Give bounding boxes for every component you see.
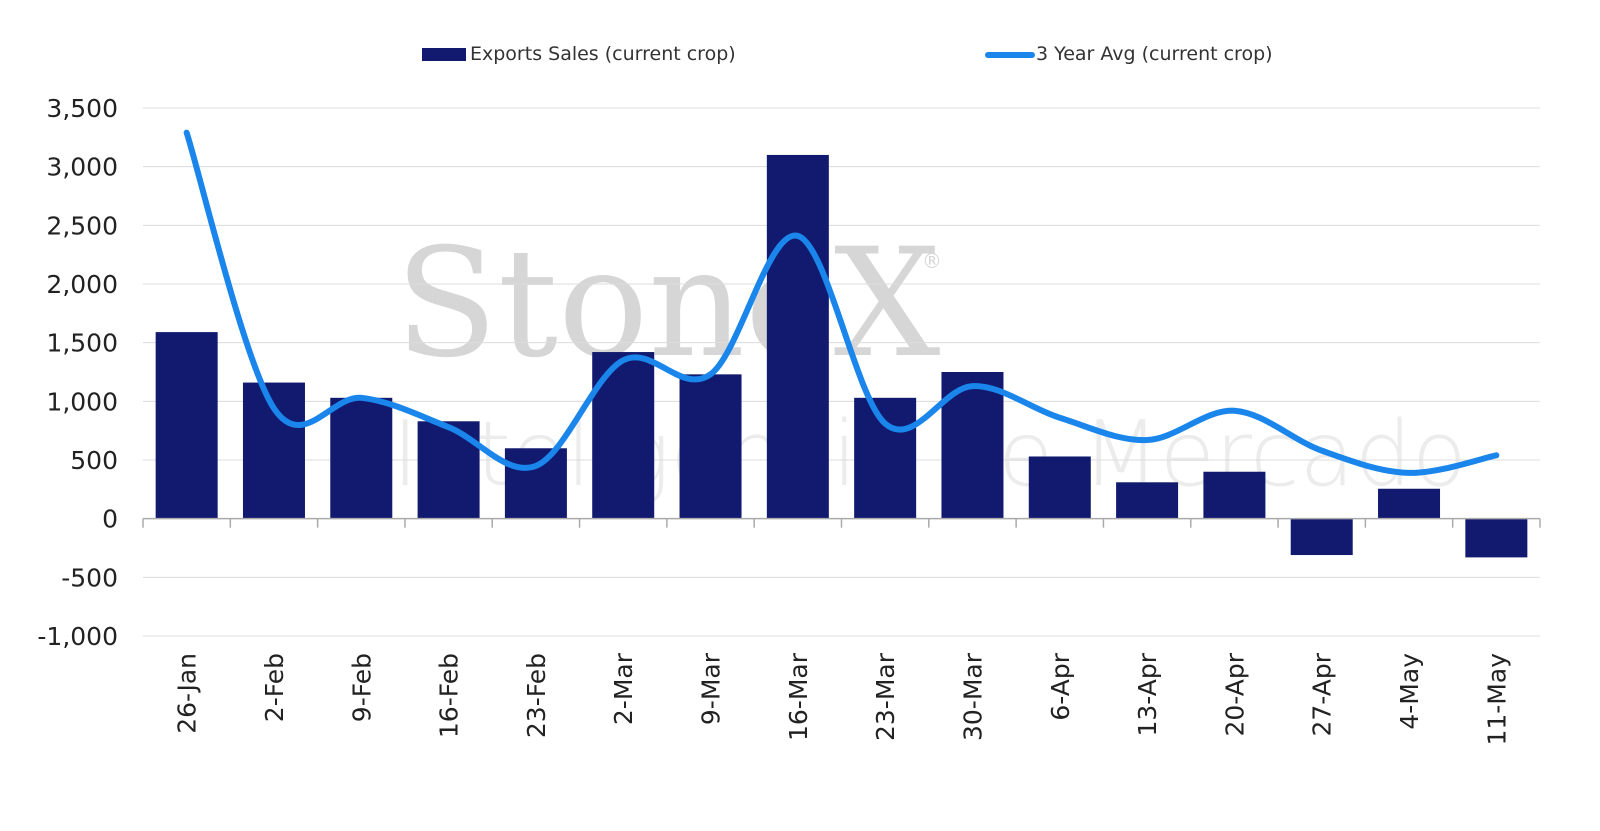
y-tick-label: 3,000 — [46, 153, 118, 182]
bar — [1378, 488, 1441, 519]
x-tick-label: 6-Apr — [1046, 652, 1075, 720]
bar — [1116, 482, 1179, 519]
bar — [155, 332, 218, 519]
bar — [417, 421, 480, 519]
x-axis — [142, 517, 1541, 528]
y-tick-label: -1,000 — [37, 622, 118, 651]
x-tick-label: 2-Feb — [260, 653, 289, 722]
x-axis-labels: 26-Jan 2-Feb 9-Feb 16-Feb 23-Feb 2-Mar 9-Mar 16… — [173, 652, 1512, 745]
y-tick-label: 2,500 — [46, 211, 118, 240]
y-tick-label: 3,500 — [46, 94, 118, 123]
legend: Exports Sales (current crop) 3 Year Avg … — [422, 43, 1273, 65]
y-tick-label: 1,500 — [46, 329, 118, 358]
watermark-registered: ® — [922, 249, 942, 273]
bar — [854, 397, 917, 519]
y-tick-label: -500 — [61, 563, 118, 592]
bar — [1465, 518, 1528, 558]
x-tick-label: 2-Mar — [609, 652, 638, 725]
x-tick-label: 9-Mar — [697, 652, 726, 725]
y-axis-labels: 3,500 3,000 2,500 2,000 1,500 1,000 500 0 -500 -1… — [37, 94, 118, 651]
bar — [766, 154, 829, 519]
watermark-brand: StoneX — [395, 217, 941, 391]
bar-series — [155, 154, 1528, 558]
x-tick-label: 23-Feb — [522, 653, 551, 738]
x-tick-label: 4-May — [1395, 653, 1424, 730]
y-tick-label: 2,000 — [46, 270, 118, 299]
bar — [1028, 456, 1091, 519]
bar — [1203, 471, 1266, 519]
x-tick-label: 20-Apr — [1220, 652, 1249, 736]
watermark-subtitle: Inteligência de Mercado — [392, 402, 1467, 507]
x-tick-label: 16-Mar — [784, 652, 813, 741]
bar — [679, 374, 742, 519]
x-tick-label: 26-Jan — [173, 653, 202, 734]
x-tick-label: 13-Apr — [1133, 652, 1162, 736]
bar — [330, 397, 393, 519]
x-tick-label: 9-Feb — [347, 653, 376, 722]
bar — [1290, 518, 1353, 556]
y-tick-label: 1,000 — [46, 387, 118, 416]
y-tick-label: 0 — [102, 505, 118, 534]
watermark: StoneX ® Inteligência de Mercado — [392, 217, 1467, 507]
x-tick-label: 23-Mar — [871, 652, 900, 741]
x-tick-label: 16-Feb — [435, 653, 464, 738]
legend-label-3yr-avg: 3 Year Avg (current crop) — [1036, 43, 1273, 65]
x-tick-label: 11-May — [1482, 653, 1511, 746]
y-tick-label: 500 — [70, 446, 118, 475]
x-tick-label: 30-Mar — [958, 652, 987, 741]
legend-swatch-exports — [422, 48, 466, 61]
line-series — [183, 129, 1500, 476]
x-tick-label: 27-Apr — [1308, 652, 1337, 736]
bar — [504, 448, 567, 519]
legend-label-exports: Exports Sales (current crop) — [470, 43, 736, 65]
line-3yr-avg — [183, 129, 1500, 476]
